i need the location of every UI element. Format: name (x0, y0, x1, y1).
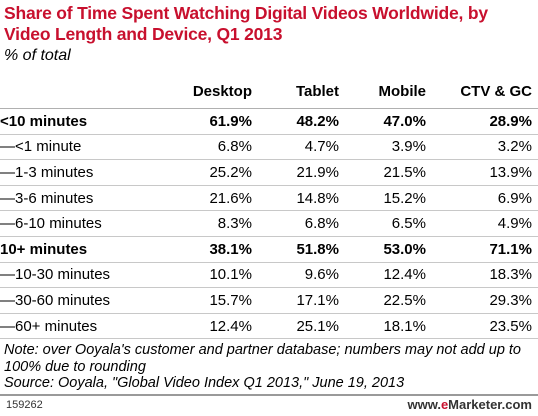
brand-accent: e (440, 397, 449, 412)
value-cell: 29.3% (426, 287, 538, 314)
row-label: —3-6 minutes (0, 185, 162, 212)
value-cell: 48.2% (252, 108, 339, 135)
row-label: —<1 minute (0, 134, 162, 161)
column-header: Desktop (162, 75, 252, 109)
value-cell: 21.6% (162, 185, 252, 212)
value-cell: 21.5% (339, 159, 426, 186)
value-cell: 8.3% (162, 210, 252, 237)
value-cell: 47.0% (339, 108, 426, 135)
value-cell: 53.0% (339, 236, 426, 263)
table-row: —3-6 minutes 21.6% 14.8% 15.2% 6.9% (0, 185, 538, 212)
table-row: —<1 minute 6.8% 4.7% 3.9% 3.2% (0, 134, 538, 161)
brand-prefix: www. (407, 397, 441, 412)
note-text: Note: over Ooyala's customer and partner… (4, 342, 522, 375)
table-body: <10 minutes 61.9% 48.2% 47.0% 28.9% —<1 minut… (0, 108, 538, 340)
value-cell: 12.4% (162, 313, 252, 340)
value-cell: 4.7% (252, 134, 339, 161)
value-cell: 71.1% (426, 236, 538, 263)
value-cell: 28.9% (426, 108, 538, 135)
chart-id: 159262 (6, 399, 43, 411)
value-cell: 15.7% (162, 287, 252, 314)
value-cell: 18.1% (339, 313, 426, 340)
chart-title: Share of Time Spent Watching Digital Vid… (4, 3, 488, 44)
value-cell: 12.4% (339, 262, 426, 289)
header-label-cell (0, 75, 162, 109)
value-cell: 23.5% (426, 313, 538, 340)
row-label: —10-30 minutes (0, 262, 162, 289)
value-cell: 22.5% (339, 287, 426, 314)
data-table: Desktop Tablet Mobile CTV & GC <10 minut… (0, 75, 538, 340)
value-cell: 4.9% (426, 210, 538, 237)
value-cell: 9.6% (252, 262, 339, 289)
column-header: Tablet (252, 75, 339, 109)
column-header: CTV & GC (426, 75, 538, 109)
column-header: Mobile (339, 75, 426, 109)
value-cell: 3.9% (339, 134, 426, 161)
table-row: —30-60 minutes 15.7% 17.1% 22.5% 29.3% (0, 287, 538, 314)
row-label: —30-60 minutes (0, 287, 162, 314)
value-cell: 6.8% (252, 210, 339, 237)
row-label: —60+ minutes (0, 313, 162, 340)
row-label: 10+ minutes (0, 236, 162, 263)
table-row: 10+ minutes 38.1% 51.8% 53.0% 71.1% (0, 236, 538, 263)
source-text: Source: Ooyala, "Global Video Index Q1 2… (4, 375, 405, 391)
table-row: —10-30 minutes 10.1% 9.6% 12.4% 18.3% (0, 262, 538, 289)
brand-suffix: Marketer.com (448, 397, 532, 412)
value-cell: 61.9% (162, 108, 252, 135)
value-cell: 6.5% (339, 210, 426, 237)
value-cell: 38.1% (162, 236, 252, 263)
value-cell: 25.2% (162, 159, 252, 186)
row-label: —6-10 minutes (0, 210, 162, 237)
value-cell: 13.9% (426, 159, 538, 186)
row-label: <10 minutes (0, 108, 162, 135)
brand-logo[interactable]: www.eMarketer.com (407, 397, 532, 412)
table-header-row: Desktop Tablet Mobile CTV & GC (0, 75, 538, 109)
table-row: <10 minutes 61.9% 48.2% 47.0% 28.9% (0, 108, 538, 135)
table-row: —1-3 minutes 25.2% 21.9% 21.5% 13.9% (0, 159, 538, 186)
chart-subtitle: % of total (4, 47, 71, 64)
value-cell: 3.2% (426, 134, 538, 161)
value-cell: 17.1% (252, 287, 339, 314)
row-label: —1-3 minutes (0, 159, 162, 186)
table-row: —60+ minutes 12.4% 25.1% 18.1% 23.5% (0, 313, 538, 340)
value-cell: 6.8% (162, 134, 252, 161)
value-cell: 14.8% (252, 185, 339, 212)
value-cell: 10.1% (162, 262, 252, 289)
table-row: —6-10 minutes 8.3% 6.8% 6.5% 4.9% (0, 210, 538, 237)
footer-divider (0, 394, 538, 396)
value-cell: 15.2% (339, 185, 426, 212)
value-cell: 18.3% (426, 262, 538, 289)
value-cell: 25.1% (252, 313, 339, 340)
value-cell: 51.8% (252, 236, 339, 263)
value-cell: 21.9% (252, 159, 339, 186)
value-cell: 6.9% (426, 185, 538, 212)
